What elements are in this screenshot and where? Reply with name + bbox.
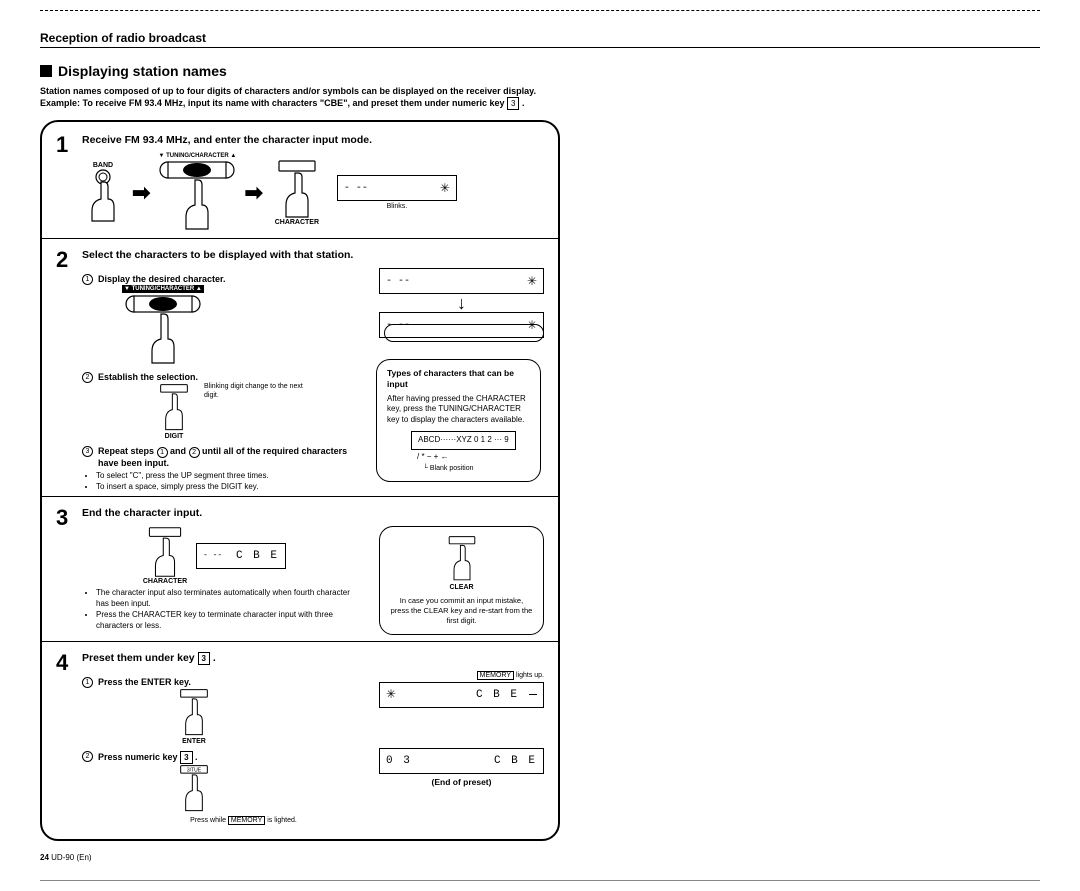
band-button-icon: [82, 169, 124, 224]
section-title: Displaying station names: [40, 63, 1040, 79]
clear-label: CLEAR: [449, 583, 473, 592]
info-body: After having pressed the CHARACTER key, …: [387, 394, 530, 425]
blinks-caption: Blinks.: [387, 203, 408, 210]
key-3: 3: [198, 652, 210, 665]
arrow-icon: ➡: [244, 180, 262, 206]
intro-text: Station names composed of up to four dig…: [40, 85, 1040, 110]
char-sequence-2: / * − + ←: [417, 452, 530, 462]
blank-position-label: Blank position: [430, 465, 474, 472]
step2-sub1: Display the desired character.: [98, 274, 226, 284]
step2-sub3: Repeat steps 1 and 2 until all of the re…: [98, 446, 365, 468]
section-title-text: Displaying station names: [58, 63, 227, 79]
clear-info-box: CLEAR In case you commit an input mistak…: [379, 526, 544, 634]
down-arrow-icon: ↓: [457, 294, 466, 312]
step-1: 1 Receive FM 93.4 MHz, and enter the cha…: [56, 134, 544, 232]
clear-button-icon: [440, 535, 484, 583]
lcd-display-preset: 0 3 C B E: [379, 748, 544, 774]
band-label: BAND: [93, 162, 113, 169]
page-header: Reception of radio broadcast: [40, 31, 1040, 48]
char-sequence: ABCD······XYZ 0 1 2 ··· 9: [411, 431, 516, 449]
info-title: Types of characters that can be input: [387, 368, 530, 390]
key-3: 3: [507, 97, 519, 110]
key3-text: 3/TUE: [187, 767, 202, 773]
hand-icon: [142, 311, 184, 366]
lcd-display-memory: ✳ C B E: [379, 682, 544, 708]
numeric-3-button-icon: 3/TUE: [172, 764, 216, 814]
step4-sub1: Press the ENTER key.: [98, 677, 191, 687]
memory-lights-label: MEMORY lights up.: [379, 671, 544, 680]
lcd-display: - --C B E: [196, 543, 286, 569]
step2-notes: To select "C", press the UP segment thre…: [82, 471, 365, 493]
step3-notes: The character input also terminates auto…: [82, 588, 365, 631]
step-4: 4 Preset them under key 3 . 1Press the E…: [56, 652, 544, 825]
character-button-icon: [142, 526, 188, 578]
instruction-panel: 1 Receive FM 93.4 MHz, and enter the cha…: [40, 120, 560, 841]
tuning-label-2: ▼ TUNING/CHARACTER ▲: [122, 285, 204, 293]
character-types-box: Types of characters that can be input Af…: [376, 359, 541, 482]
clear-note: In case you commit an input mistake, pre…: [390, 596, 533, 625]
step-3-title: End the character input.: [82, 507, 544, 520]
step4-sub2: Press numeric key 3 .: [98, 751, 198, 764]
character-types-box: [384, 324, 544, 342]
character-label: CHARACTER: [275, 219, 319, 226]
end-of-preset: (End of preset): [379, 777, 544, 787]
character-button-icon: [271, 159, 323, 219]
step-3: 3 End the character input. CHARACTER: [56, 507, 544, 634]
character-label: CHARACTER: [143, 578, 187, 585]
step2-sub2: Establish the selection.: [98, 372, 198, 382]
press-while-note: Press while MEMORY is lighted.: [122, 816, 365, 825]
digit-button-icon: [152, 383, 196, 433]
blink-note: Blinking digit change to the next digit.: [204, 383, 304, 400]
enter-label: ENTER: [182, 738, 206, 745]
digit-label: DIGIT: [165, 433, 184, 440]
enter-button-icon: [172, 688, 216, 738]
key-3: 3: [180, 751, 192, 764]
arrow-icon: ➡: [132, 180, 150, 206]
page-footer: 24 UD-90 (En): [40, 853, 1040, 862]
lcd-display: - --✳: [379, 268, 544, 294]
hand-icon: [176, 177, 218, 232]
step-4-title: Preset them under key 3 .: [82, 652, 544, 665]
step-2-title: Select the characters to be displayed wi…: [82, 249, 544, 262]
lcd-display: - -- ✳: [337, 175, 457, 201]
step-1-title: Receive FM 93.4 MHz, and enter the chara…: [82, 134, 544, 147]
